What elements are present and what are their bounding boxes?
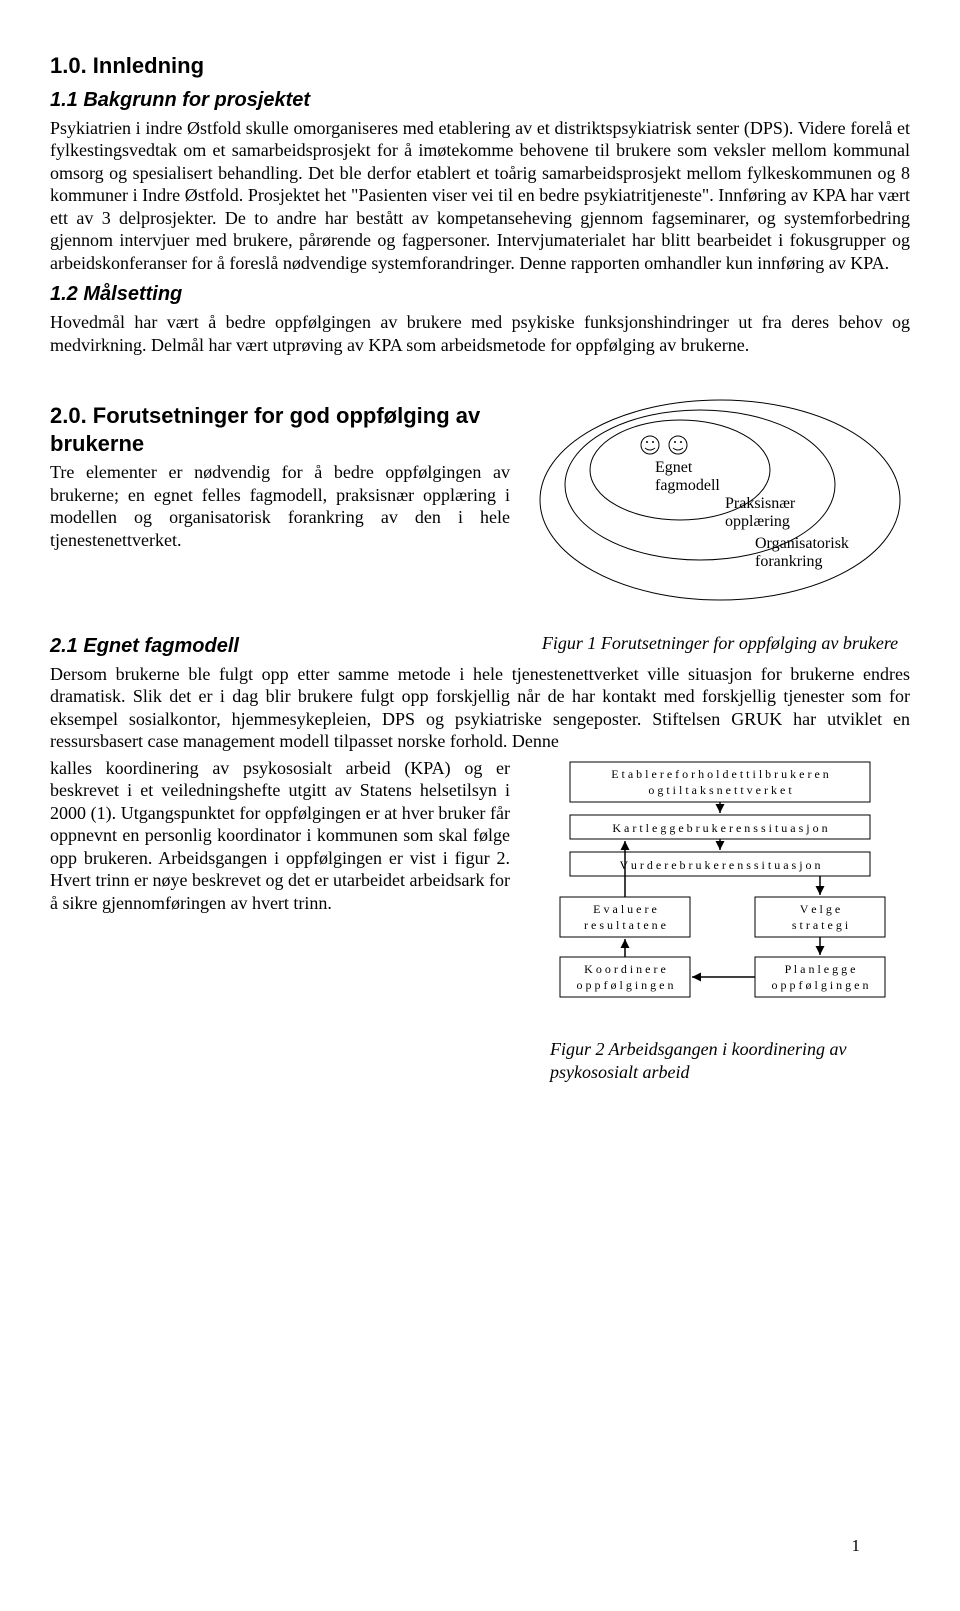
fig2-node5a: V e l g e: [800, 902, 840, 916]
fig2-node1a: E t a b l e r e f o r h o l d e t t i l …: [611, 767, 829, 781]
fig2-node1b: o g t i l t a k s n e t t v e r k e t: [648, 783, 792, 797]
fig2-node3: V u r d e r e b r u k e r e n s s i t u …: [619, 858, 820, 872]
heading-2-1: 2.1 Egnet fagmodell: [50, 634, 510, 659]
fig1-label-opplaering: opplæring: [725, 513, 790, 530]
heading-1-1: 1.1 Bakgrunn for prosjektet: [50, 88, 910, 113]
figure-1-diagram: Egnet fagmodell Praksisnær opplæring Org…: [530, 390, 910, 610]
heading-2-0: 2.0. Forutsetninger for god oppfølging a…: [50, 402, 510, 457]
fig2-node4b: r e s u l t a t e n e: [584, 918, 666, 932]
heading-1-0: 1.0. Innledning: [50, 52, 910, 80]
fig2-node2: K a r t l e g g e b r u k e r e n s s i …: [612, 821, 827, 835]
paragraph-1-1: Psykiatrien i indre Østfold skulle omorg…: [50, 117, 910, 275]
paragraph-2-1b: kalles koordinering av psykososialt arbe…: [50, 757, 510, 915]
fig1-label-egnet: Egnet: [655, 459, 693, 476]
figure-2-caption: Figur 2 Arbeidsgangen i koordinering av …: [530, 1038, 910, 1083]
fig2-node6a: K o o r d i n e r e: [584, 962, 666, 976]
paragraph-1-2: Hovedmål har vært å bedre oppfølgingen a…: [50, 311, 910, 356]
fig2-node4a: E v a l u e r e: [593, 902, 657, 916]
fig2-node5b: s t r a t e g i: [792, 918, 849, 932]
paragraph-2-1a: Dersom brukerne ble fulgt opp etter samm…: [50, 663, 910, 753]
heading-1-2: 1.2 Målsetting: [50, 282, 910, 307]
figure-1-caption: Figur 1 Forutsetninger for oppfølging av…: [530, 632, 910, 655]
fig1-label-forankring: forankring: [755, 553, 823, 570]
fig1-label-fagmodell: fagmodell: [655, 477, 720, 494]
fig2-node7b: o p p f ø l g i n g e n: [772, 978, 869, 992]
page-number: 1: [852, 1535, 861, 1556]
fig2-node7a: P l a n l e g g e: [785, 962, 856, 976]
fig2-node6b: o p p f ø l g i n g e n: [577, 978, 674, 992]
fig1-label-organisatorisk: Organisatorisk: [755, 535, 849, 552]
fig1-label-praksisnaer: Praksisnær: [725, 495, 796, 512]
figure-2-diagram: E t a b l e r e f o r h o l d e t t i l …: [530, 757, 910, 1027]
paragraph-2-0: Tre elementer er nødvendig for å bedre o…: [50, 461, 510, 551]
